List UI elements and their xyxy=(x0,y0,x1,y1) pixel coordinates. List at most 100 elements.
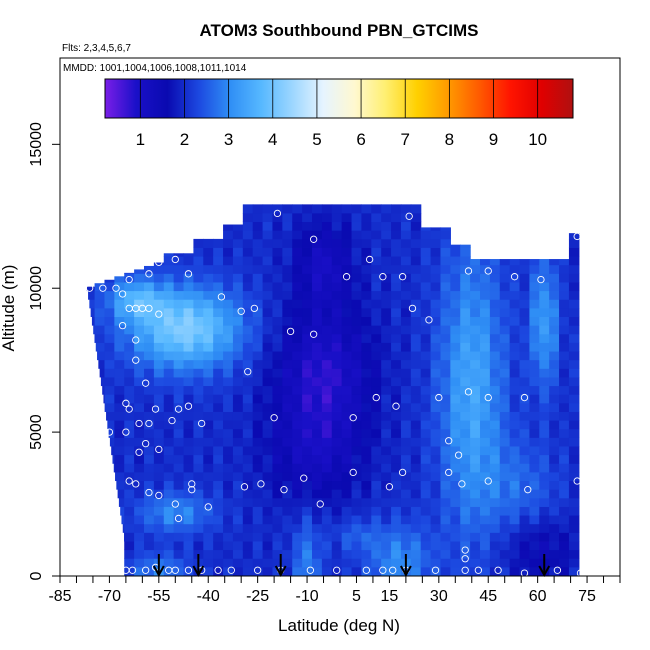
heatmap-cell xyxy=(213,394,224,404)
heatmap-cell xyxy=(440,523,451,533)
heatmap-cell xyxy=(213,515,224,525)
heatmap-cell xyxy=(331,489,343,499)
sample-point xyxy=(385,483,394,491)
heatmap-cell xyxy=(381,549,392,559)
heatmap-cell xyxy=(391,316,402,326)
heatmap-cell xyxy=(223,264,234,274)
heatmap-cell xyxy=(144,368,155,378)
heatmap-cell xyxy=(450,402,461,412)
heatmap-cell xyxy=(124,472,135,482)
heatmap-cell xyxy=(106,411,115,421)
heatmap-cell xyxy=(509,402,521,412)
heatmap-cell xyxy=(529,368,540,378)
heatmap-cell xyxy=(114,333,125,343)
heatmap-cell xyxy=(381,532,392,542)
heatmap-cell xyxy=(90,307,96,317)
heatmap-cell xyxy=(480,446,491,456)
heatmap-cell xyxy=(242,316,254,326)
heatmap-cell xyxy=(539,368,550,378)
heatmap-cell xyxy=(450,541,461,551)
heatmap-cell xyxy=(391,368,402,378)
heatmap-cell xyxy=(321,463,333,473)
heatmap-cell xyxy=(109,437,115,447)
heatmap-cell xyxy=(529,282,540,292)
heatmap-cell xyxy=(144,359,155,369)
heatmap-cell xyxy=(292,532,303,542)
heatmap-cell xyxy=(489,299,501,309)
heatmap-cell xyxy=(183,541,195,551)
heatmap-cell xyxy=(460,244,471,248)
heatmap-cell xyxy=(213,325,224,335)
heatmap-cell xyxy=(519,506,531,516)
heatmap-cell xyxy=(153,480,165,490)
heatmap-cell xyxy=(331,566,343,576)
heatmap-cell xyxy=(499,402,511,412)
heatmap-cell xyxy=(371,368,382,378)
heatmap-cell xyxy=(529,497,540,507)
heatmap-cell xyxy=(351,437,363,447)
heatmap-cell xyxy=(134,411,145,421)
heatmap-cell xyxy=(480,454,491,464)
heatmap-cell xyxy=(331,342,343,352)
heatmap-cell xyxy=(252,566,264,576)
y-tick-label: 0 xyxy=(28,571,45,580)
heatmap-cell xyxy=(539,506,550,516)
heatmap-cell xyxy=(321,472,333,482)
heatmap-cell xyxy=(173,402,185,412)
heatmap-cell xyxy=(371,446,382,456)
heatmap-cell xyxy=(213,333,224,343)
heatmap-cell xyxy=(381,541,392,551)
heatmap-cell xyxy=(292,238,303,248)
heatmap-cell xyxy=(232,446,244,456)
heatmap-cell xyxy=(262,385,274,395)
sample-point xyxy=(362,566,371,574)
heatmap-cell xyxy=(213,299,224,309)
heatmap-cell xyxy=(430,532,442,542)
heatmap-cell xyxy=(134,333,145,343)
heatmap-cell xyxy=(381,385,392,395)
heatmap-cell xyxy=(262,238,274,248)
heatmap-cell xyxy=(361,549,372,559)
heatmap-cell xyxy=(193,247,204,257)
heatmap-cell xyxy=(262,351,274,361)
heatmap-cell xyxy=(153,506,165,516)
heatmap-cell xyxy=(272,428,283,438)
heatmap-cell xyxy=(122,523,125,533)
heatmap-cell xyxy=(410,411,422,421)
heatmap-cell xyxy=(400,515,412,525)
heatmap-cell xyxy=(450,385,461,395)
sample-point xyxy=(135,448,143,456)
heatmap-cell xyxy=(400,290,412,300)
heatmap-cell xyxy=(213,420,224,430)
heatmap-cell xyxy=(341,463,353,473)
heatmap-cell xyxy=(242,264,254,274)
heatmap-cell xyxy=(420,446,432,456)
heatmap-cell xyxy=(450,273,461,283)
heatmap-cell xyxy=(489,325,501,335)
heatmap-cell xyxy=(302,282,313,292)
heatmap-cell xyxy=(173,428,185,438)
heatmap-cell xyxy=(242,256,254,266)
heatmap-cell xyxy=(223,532,234,542)
heatmap-cell xyxy=(568,472,580,482)
heatmap-cell xyxy=(163,532,175,542)
heatmap-cell xyxy=(312,541,323,551)
heatmap-cell xyxy=(400,523,412,533)
heatmap-cell xyxy=(213,454,224,464)
heatmap-cell xyxy=(302,506,313,516)
heatmap-cell xyxy=(450,256,461,266)
heatmap-cell xyxy=(124,316,135,326)
heatmap-cell xyxy=(193,463,204,473)
heatmap-cell xyxy=(232,247,244,257)
sample-point xyxy=(217,293,226,301)
heatmap-cell xyxy=(232,230,244,240)
heatmap-cell xyxy=(282,221,293,231)
heatmap-cell xyxy=(331,411,343,421)
sample-point xyxy=(155,491,163,500)
heatmap-cell xyxy=(331,299,343,309)
heatmap-cell xyxy=(153,497,165,507)
heatmap-cell xyxy=(144,333,155,343)
heatmap-cell xyxy=(391,532,402,542)
heatmap-cell xyxy=(114,394,125,404)
heatmap-cell xyxy=(371,506,382,516)
